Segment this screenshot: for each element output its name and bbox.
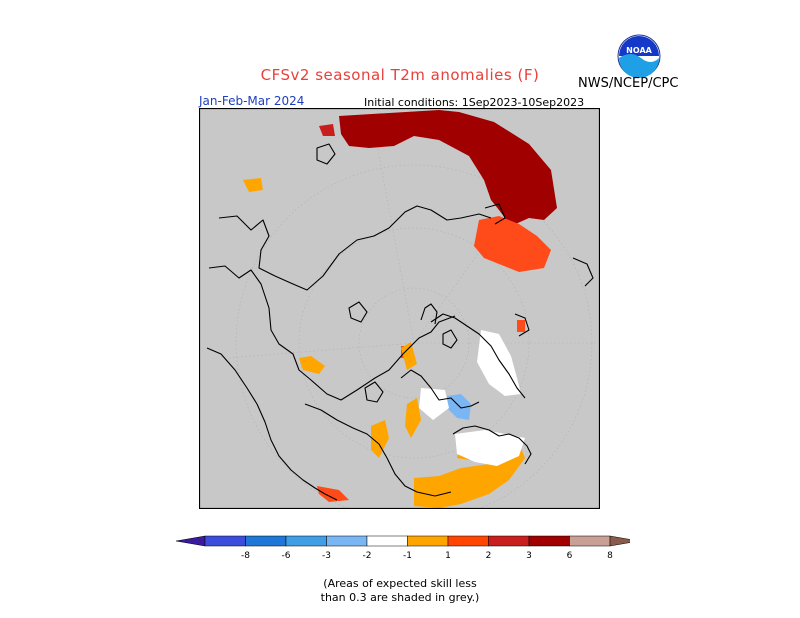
eastern-siberia-anomaly (319, 124, 335, 136)
legend-labels: -8 -6 -3 -2 -1 1 2 3 6 8 (241, 551, 613, 561)
siberia-anomaly (339, 110, 557, 226)
legend-boxes (175, 535, 630, 547)
anomaly-region-warm2 (317, 216, 551, 502)
legend-box (285, 535, 327, 547)
legend-box (245, 535, 287, 547)
legend-box (326, 535, 368, 547)
hudson-anomaly (371, 420, 389, 458)
legend-box (569, 535, 611, 547)
color-legend: -8 -6 -3 -2 -1 1 2 3 6 8 (175, 535, 630, 561)
north-america-anomaly (414, 438, 525, 508)
map-frame (199, 108, 600, 509)
legend-box (447, 535, 489, 547)
footnote-line-2: than 0.3 are shaded in grey.) (320, 591, 480, 604)
alaska-anomaly (299, 356, 325, 374)
scandinavia-anomaly (401, 342, 417, 370)
coastlines (206, 143, 594, 501)
legend-arrow-high (609, 535, 630, 547)
far-east-anomaly (474, 216, 551, 272)
neutral-regions (419, 330, 525, 466)
legend-tick-label: -6 (282, 551, 291, 561)
greenland-west-anomaly (405, 398, 421, 438)
noaa-logo-text: NOAA (626, 46, 652, 55)
legend-tick-label: -2 (363, 551, 372, 561)
legend-tick-label: 6 (567, 551, 573, 561)
legend-box (407, 535, 449, 547)
legend-tick-label: 8 (607, 551, 613, 561)
graticule (228, 127, 597, 509)
footnote-line-1: (Areas of expected skill less (323, 577, 477, 590)
legend-box (366, 535, 408, 547)
alaska-tip-anomaly (317, 486, 349, 502)
legend-box (488, 535, 530, 547)
legend-tick-label: 1 (445, 551, 451, 561)
legend-arrow-low (175, 535, 206, 547)
legend-tick-label: 3 (526, 551, 532, 561)
legend-tick-label: -3 (322, 551, 331, 561)
legend-tick-label: -8 (241, 551, 250, 561)
north-rim-anomaly (243, 178, 263, 192)
legend-tick-label: -1 (403, 551, 412, 561)
legend-box (204, 535, 246, 547)
initial-conditions: Initial conditions: 1Sep2023-10Sep2023 (364, 96, 585, 109)
chart-title: CFSv2 seasonal T2m anomalies (F) (260, 66, 540, 84)
noaa-logo: NOAA (617, 34, 661, 78)
legend-box (528, 535, 570, 547)
anomaly-map (199, 108, 600, 509)
agency-label: NWS/NCEP/CPC (578, 76, 679, 91)
forecast-period: Jan-Feb-Mar 2024 (199, 94, 305, 108)
legend-tick-label: 2 (486, 551, 492, 561)
